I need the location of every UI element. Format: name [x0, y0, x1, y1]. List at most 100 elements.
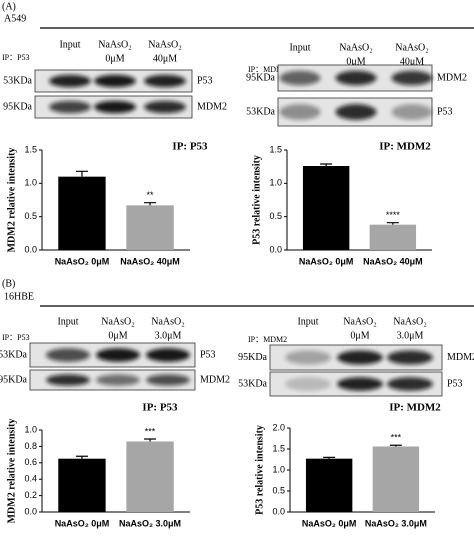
lane-header: 3.0μM	[397, 330, 424, 341]
y-tick-label: 0.0	[272, 506, 285, 516]
band	[387, 377, 433, 391]
mw-label: 53KDa	[0, 349, 28, 360]
y-tick-label: 0.0	[269, 244, 282, 254]
error-bar	[75, 170, 88, 177]
band	[285, 377, 331, 391]
lane-header: NaAsO₂	[339, 42, 372, 53]
band	[94, 100, 136, 114]
band	[46, 348, 90, 362]
y-tick-label: 1.0	[269, 178, 282, 188]
x-tick-label: NaAsO₂ 0μM	[55, 256, 110, 266]
significance: ***	[145, 426, 156, 436]
lane-header: NaAsO₂	[393, 316, 426, 327]
ip-label: IP：MDM2	[248, 335, 287, 344]
lane-header: 3.0μM	[155, 330, 182, 341]
lane-header: NaAsO₂	[148, 39, 181, 50]
protein-label: P53	[447, 378, 463, 389]
y-tick-label: 1.5	[269, 144, 282, 154]
lane-header: 40μM	[400, 56, 424, 67]
y-tick-label: 1.0	[24, 424, 37, 434]
y-tick-label: 1.5	[24, 144, 37, 154]
y-axis-label: P53 relative intensity	[251, 155, 262, 245]
y-axis-label: P53 relative intensity	[254, 425, 265, 515]
band	[46, 374, 90, 386]
significance: **	[147, 190, 155, 200]
band	[96, 374, 140, 386]
lane-header: 0μM	[108, 330, 127, 341]
x-tick-label: NaAsO₂ 0μM	[302, 518, 357, 528]
panel-label: (B)	[2, 278, 15, 289]
bar	[305, 458, 353, 512]
lane-header: 40μM	[153, 53, 177, 64]
x-tick-label: NaAsO₂ 0μM	[55, 518, 110, 528]
band	[146, 374, 190, 386]
lane-header: 0μM	[350, 330, 369, 341]
bar	[126, 441, 174, 512]
mw-label: 95KDa	[238, 352, 267, 363]
protein-label: P53	[200, 349, 216, 360]
y-tick-label: 0.2	[24, 490, 37, 500]
mw-label: 95KDa	[3, 101, 32, 112]
y-tick-label: 0.8	[24, 441, 37, 451]
y-tick-label: 1.0	[24, 178, 37, 188]
error-bar	[389, 444, 402, 447]
bar	[58, 458, 106, 512]
y-tick-label: 0.5	[269, 211, 282, 221]
protein-label: MDM2	[200, 374, 230, 385]
y-tick-label: 0.5	[272, 485, 285, 495]
ip-label: IP：MDM2	[248, 65, 287, 74]
x-tick-label: NaAsO₂ 3.0μM	[365, 518, 427, 528]
lane-header: NaAsO₂	[395, 42, 428, 53]
x-tick-label: NaAsO₂ 3.0μM	[119, 518, 181, 528]
band	[335, 104, 377, 120]
y-axis-label: MDM2 relative intensity	[6, 419, 17, 524]
mw-label: 95KDa	[0, 374, 28, 385]
ip-label: IP：P53	[2, 53, 30, 62]
band	[285, 350, 331, 365]
chart-title: IP: MDM2	[379, 141, 431, 153]
bar	[369, 224, 417, 250]
lane-header: Input	[57, 316, 78, 327]
ip-label: IP：P53	[2, 333, 30, 342]
y-axis-label: MDM2 relative intensity	[6, 148, 17, 253]
band	[146, 348, 190, 362]
mw-label: 53KDa	[246, 106, 275, 117]
protein-label: P53	[437, 106, 453, 117]
cell-line: 16HBE	[4, 291, 34, 302]
band	[337, 377, 383, 391]
lane-header: NaAsO₂	[98, 39, 131, 50]
mw-label: 95KDa	[246, 72, 275, 83]
y-tick-label: 1.5	[272, 443, 285, 453]
lane-header: Input	[289, 42, 310, 53]
band	[337, 350, 383, 365]
error-bar	[144, 202, 157, 206]
y-tick-label: 0.5	[24, 211, 37, 221]
y-tick-label: 0.4	[24, 474, 37, 484]
lane-header: NaAsO₂	[343, 316, 376, 327]
band	[96, 348, 140, 362]
bar	[58, 176, 106, 250]
x-tick-label: NaAsO₂ 40μM	[120, 256, 180, 266]
bar	[372, 446, 420, 512]
y-tick-label: 1.0	[272, 464, 285, 474]
band	[94, 74, 136, 88]
mw-label: 53KDa	[3, 75, 32, 86]
error-bar	[75, 455, 88, 459]
protein-label: P53	[197, 75, 213, 86]
protein-label: MDM2	[437, 72, 467, 83]
bar	[126, 205, 174, 250]
protein-label: MDM2	[447, 352, 474, 363]
band	[279, 70, 321, 86]
cell-line: A549	[4, 13, 26, 24]
lane-header: Input	[297, 316, 318, 327]
y-tick-label: 0.6	[24, 457, 37, 467]
error-bar	[320, 163, 333, 166]
protein-label: MDM2	[197, 101, 227, 112]
band	[49, 100, 91, 114]
lane-header: NaAsO₂	[101, 316, 134, 327]
band	[144, 100, 186, 114]
y-tick-label: 0.0	[24, 244, 37, 254]
band	[391, 104, 433, 120]
band	[387, 350, 433, 365]
